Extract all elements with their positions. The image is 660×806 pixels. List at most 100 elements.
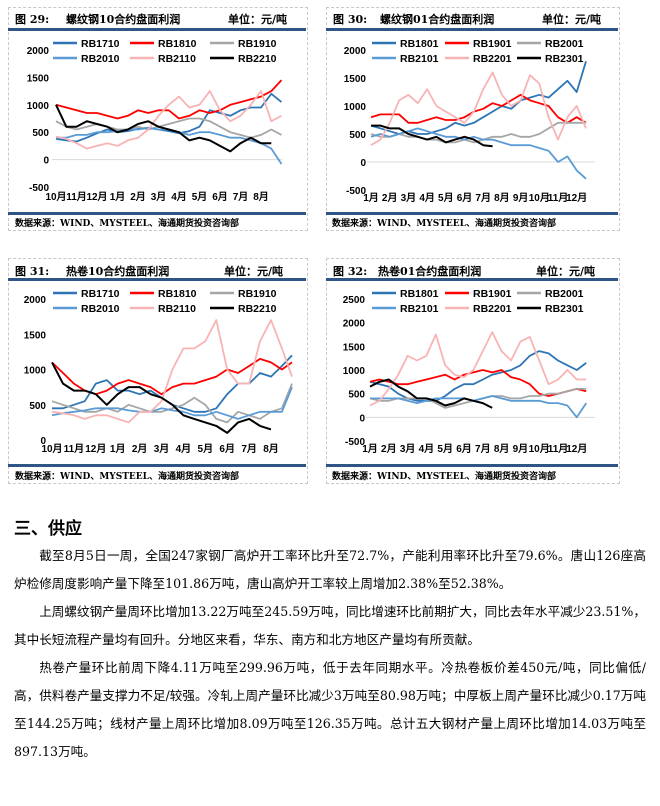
x-tick-label: 12月 (566, 443, 587, 455)
series-line-rb1710 (55, 92, 283, 143)
footer-rule (8, 212, 306, 215)
figure-label: 图 29: (15, 13, 50, 26)
legend-label: RB2001 (545, 38, 584, 50)
x-tick-label: 6月 (457, 192, 473, 204)
series-line-rb2110 (51, 319, 293, 424)
figure-title: 热卷10合约盘面利润 (66, 265, 170, 278)
x-tick-label: 12月 (85, 443, 106, 455)
series-line-rb2301 (371, 124, 493, 148)
figure-label: 图 30: (333, 13, 368, 26)
x-tick-label: 10月 (45, 191, 66, 203)
x-tick-label: 12月 (86, 191, 107, 203)
legend-label: RB2301 (545, 53, 584, 65)
figure-unit: 单位：元/吨 (224, 265, 284, 278)
legend-label: RB1810 (158, 38, 197, 50)
series-line-rb2201 (370, 71, 587, 146)
x-tick-label: 1月 (362, 443, 378, 455)
y-tick-label: 1500 (344, 74, 367, 85)
legend-label: RB1901 (473, 38, 512, 50)
figure-label: 图 32: (333, 265, 368, 278)
legend-label: RB2001 (545, 288, 584, 300)
series-line-rb2010 (51, 386, 293, 420)
x-tick-label: 2月 (130, 191, 146, 203)
y-tick-label: 0 (43, 156, 49, 167)
x-tick-label: 4月 (419, 443, 435, 455)
x-tick-label: 2月 (382, 192, 398, 204)
figure-29 (8, 7, 308, 231)
series-line-rb1810 (55, 79, 283, 120)
series-line-rb1910 (55, 117, 282, 139)
figure-32 (326, 258, 620, 484)
legend-label: RB2201 (473, 53, 512, 65)
y-tick-label: 1500 (27, 73, 50, 84)
x-tick-label: 5月 (437, 443, 453, 455)
x-tick-label: 8月 (253, 191, 269, 203)
x-tick-label: 7月 (475, 192, 491, 204)
header-rule (8, 28, 306, 31)
legend-label: RB2210 (238, 303, 277, 315)
footer-rule (326, 464, 618, 467)
y-tick-label: 2000 (27, 46, 50, 57)
legend-label: RB1801 (400, 38, 439, 50)
y-tick-label: 1000 (343, 366, 366, 377)
x-tick-label: 5月 (198, 443, 214, 455)
y-tick-label: 1000 (27, 101, 50, 112)
x-tick-label: 12月 (566, 192, 587, 204)
x-tick-label: 3月 (151, 191, 167, 203)
x-tick-label: 9月 (513, 192, 529, 204)
figure-title: 螺纹钢01合约盘面利润 (380, 13, 495, 26)
legend-label: RB1810 (158, 288, 197, 300)
legend-label: RB2101 (400, 303, 439, 315)
x-tick-label: 10月 (41, 443, 62, 455)
series-line-rb1910 (51, 383, 293, 424)
legend-label: RB2210 (238, 53, 277, 65)
y-tick-label: -500 (29, 183, 49, 194)
y-tick-label: 2500 (343, 295, 366, 306)
figure-source: 数据来源：WIND、MYSTEEL、海通期货投资咨询部 (15, 219, 239, 229)
x-tick-label: 6月 (219, 443, 235, 455)
x-tick-label: 7月 (233, 191, 249, 203)
legend-label: RB1910 (238, 288, 277, 300)
x-tick-label: 2月 (132, 443, 148, 455)
series-line-rb1901 (370, 93, 587, 124)
x-tick-label: 4月 (171, 191, 187, 203)
legend-label: RB1910 (238, 38, 277, 50)
y-tick-label: 2000 (24, 295, 47, 306)
y-tick-label: 500 (32, 128, 49, 139)
y-tick-label: 2000 (343, 319, 366, 330)
series-line-rb2101 (370, 395, 587, 419)
series-line-rb2301 (369, 378, 493, 409)
x-tick-label: 5月 (192, 191, 208, 203)
legend-label: RB1901 (473, 288, 512, 300)
legend-label: RB2201 (473, 303, 512, 315)
series-line-rb2101 (370, 127, 587, 180)
series-line-rb2210 (55, 104, 272, 153)
series-line-rb1901 (369, 369, 587, 397)
figure-unit: 单位：元/吨 (228, 13, 288, 26)
x-tick-label: 11月 (64, 443, 85, 455)
figure-label: 图 31: (15, 265, 50, 278)
figure-title: 热卷01合约盘面利润 (378, 265, 482, 278)
legend-label: RB1801 (400, 288, 439, 300)
footer-rule (326, 212, 618, 215)
footer-rule (8, 464, 306, 467)
y-tick-label: -500 (346, 186, 366, 197)
x-tick-label: 3月 (400, 443, 416, 455)
figure-unit: 单位：元/吨 (542, 13, 602, 26)
figure-source: 数据来源：WIND、MYSTEEL、海通期货投资咨询部 (15, 472, 239, 482)
figure-unit: 单位：元/吨 (536, 265, 596, 278)
y-tick-label: 500 (349, 130, 366, 141)
figure-source: 数据来源：WIND、MYSTEEL、海通期货投资咨询部 (332, 472, 556, 482)
y-tick-label: 2000 (344, 46, 367, 57)
x-tick-label: 8月 (263, 443, 279, 455)
paragraph-blast-furnace: 截至8月5日一周，全国247家钢厂高炉开工率环比升至72.7%，产能利用率环比升… (14, 548, 646, 591)
section-heading: 三、供应 (14, 519, 82, 539)
legend-label: RB1710 (81, 288, 120, 300)
paragraph-hot-coil-output: 热卷产量环比前周下降4.11万吨至299.96万吨，低于去年同期水平。冷热卷板价… (14, 660, 646, 759)
y-tick-label: 500 (29, 401, 46, 412)
x-tick-label: 6月 (212, 191, 228, 203)
x-tick-label: 4月 (176, 443, 192, 455)
legend-label: RB2110 (158, 53, 196, 65)
